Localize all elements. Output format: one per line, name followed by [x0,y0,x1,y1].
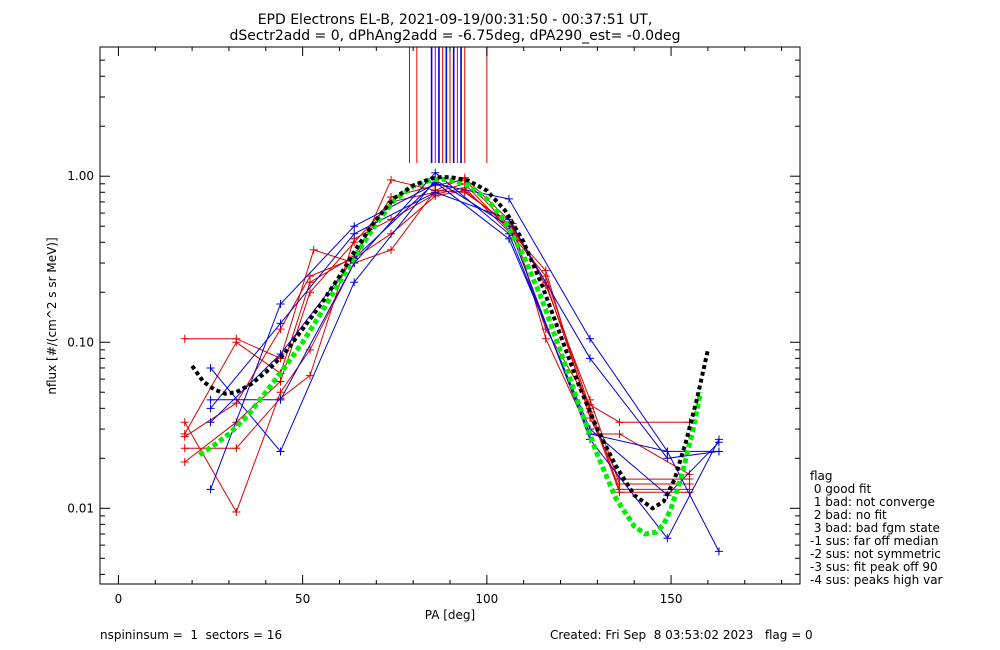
blue-series-point [663,447,672,456]
x-tick-label: 100 [475,592,498,606]
red-series-line [184,189,690,514]
red-series-point [541,334,550,343]
blue-series-point [276,299,285,308]
red-series-point [306,288,314,297]
chart-title-line-1: EPD Electrons EL-B, 2021-09-19/00:31:50 … [258,12,653,28]
red-series-point [387,245,396,254]
blue-series-point [431,188,440,197]
red-series-line [184,183,690,480]
x-tick-label: 0 [115,592,123,606]
legend-item: -3 sus: fit peak off 90 [810,560,938,574]
green-fit-curve [198,176,703,537]
red-series-point [615,488,624,497]
y-axis: 0.01 0.10 1.00 [67,46,800,575]
red-series-point [232,507,241,516]
blue-series-point [350,278,359,287]
blue-series-line [210,179,720,540]
blue-series-point [586,334,594,343]
vertical-marker-group [408,47,488,164]
x-tick-label: 50 [295,592,310,606]
blue-series-point [504,194,513,203]
blue-series-line [210,183,720,552]
blue-series-line [210,191,719,459]
legend-title: flag [810,469,833,483]
red-series-line [184,177,690,475]
blue-series-point [276,319,285,328]
legend-item: -4 sus: peaks high var [810,573,943,587]
blue-series-point [714,447,723,456]
footer-left: nspininsum = 1 sectors = 16 [100,628,282,642]
red-series-point [232,338,241,347]
red-series-point [232,444,241,453]
blue-series-point [714,438,723,447]
blue-series-point [206,363,215,372]
legend-item: -1 sus: far off median [810,534,938,548]
data-series-group [180,168,723,556]
y-tick-label: 0.01 [67,501,94,515]
blue-series-point [206,485,215,494]
red-series-line [184,187,690,490]
legend-item: 0 good fit [810,482,872,496]
red-series-point [180,458,189,467]
red-series-point [309,245,318,254]
red-series-point [615,418,624,427]
x-axis-label: PA [deg] [425,608,475,622]
blue-series-point [206,395,215,404]
flag-legend: flag 0 good fit 1 bad: not converge 2 ba… [810,469,943,587]
red-series-point [180,418,189,427]
blue-series-line [210,181,720,496]
red-series-point [387,175,396,184]
footer-right: Created: Fri Sep 8 03:53:02 2023 flag = … [550,628,813,642]
legend-item: 3 bad: bad fgm state [810,521,940,535]
legend-item: 1 bad: not converge [810,495,935,509]
legend-item: 2 bad: no fit [810,508,887,522]
blue-series-point [431,168,440,177]
red-series-point [180,334,189,343]
red-series-point [232,399,241,408]
blue-series-line [210,172,719,452]
x-tick-label: 150 [660,592,683,606]
red-series-point [180,444,189,453]
red-series-point [615,430,624,439]
red-series-point [306,371,314,380]
fit-curve-group [190,174,710,537]
blue-series-point [663,534,672,543]
y-axis-label: nflux [#/(cm^2 s sr MeV)] [45,237,59,394]
blue-series-point [350,229,359,238]
blue-series-point [586,354,594,363]
blue-series-point [714,547,723,556]
blue-series-point [663,454,672,463]
y-tick-label: 0.10 [67,335,94,349]
black-fit-curve [190,174,710,511]
blue-series-point [206,404,215,413]
chart-title-line-2: dSectr2add = 0, dPhAng2add = -6.75deg, d… [230,28,681,44]
x-axis: 0 50 100 150 [115,47,783,606]
blue-series-point [350,222,359,231]
y-tick-label: 1.00 [67,169,94,183]
red-series-point [180,432,189,441]
legend-item: -2 sus: not symmetric [810,547,941,561]
red-series-point [276,377,285,386]
blue-series-point [276,447,285,456]
blue-series-point [276,395,285,404]
red-series-line [184,179,690,435]
blue-series-point [206,418,215,427]
